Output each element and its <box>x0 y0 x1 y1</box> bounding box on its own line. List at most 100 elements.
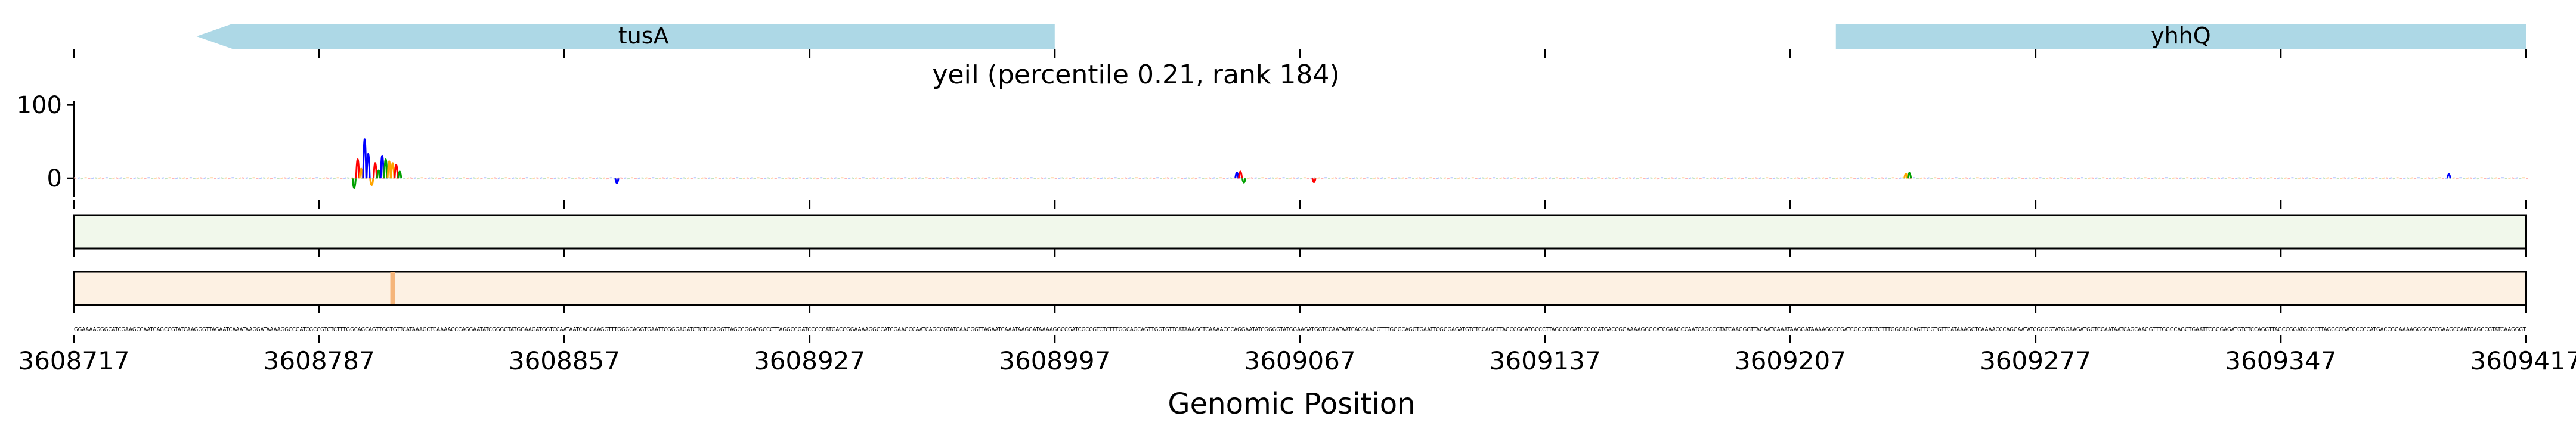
baseline-mark-8 <box>101 178 105 180</box>
baseline-mark-482 <box>1762 178 1765 180</box>
baseline-mark-530 <box>1930 178 1933 180</box>
baseline-mark-179 <box>701 177 704 180</box>
baseline-mark-290 <box>1089 178 1092 180</box>
baseline-mark-215 <box>826 177 830 180</box>
heat-track-1 <box>73 200 2527 257</box>
baseline-mark-305 <box>1142 177 1145 180</box>
baseline-mark-440 <box>1615 178 1618 180</box>
baseline-mark-26 <box>165 178 168 180</box>
baseline-mark-437 <box>1604 177 1608 180</box>
signal-peak-9 <box>383 158 388 179</box>
signal-peak-4 <box>366 153 371 179</box>
baseline-mark-506 <box>1846 178 1849 180</box>
baseline-mark-446 <box>1636 178 1639 180</box>
signal-peak-8 <box>379 155 385 179</box>
baseline-mark-602 <box>2182 178 2185 180</box>
baseline-mark-548 <box>1993 178 1996 180</box>
baseline-mark-473 <box>1730 177 1733 180</box>
baseline-mark-425 <box>1562 177 1566 180</box>
baseline-mark-71 <box>322 177 326 180</box>
baseline-mark-512 <box>1867 178 1870 180</box>
baseline-mark-596 <box>2161 178 2165 180</box>
chart-title: yeiI (percentile 0.21, rank 184) <box>933 60 1340 90</box>
baseline-mark-341 <box>1268 177 1271 180</box>
baseline-mark-365 <box>1352 177 1355 180</box>
baseline-mark-422 <box>1552 178 1555 180</box>
baseline-mark-590 <box>2140 178 2144 180</box>
baseline-mark-626 <box>2267 178 2270 180</box>
baseline-mark-569 <box>2067 177 2070 180</box>
baseline-mark-347 <box>1289 177 1292 180</box>
baseline-mark-296 <box>1110 178 1114 180</box>
baseline-mark-104 <box>438 178 441 180</box>
baseline-mark-527 <box>1919 177 1923 180</box>
signal-peak-18 <box>1311 178 1317 184</box>
baseline-mark-641 <box>2318 177 2322 180</box>
baseline-mark-680 <box>2456 178 2459 180</box>
baseline-mark-176 <box>690 178 693 180</box>
x-axis: GGAAAAGGGCATCGAAGCCAATCAGCCGTATCAAGGGTTA… <box>18 327 2576 375</box>
baseline-mark-509 <box>1856 177 1860 180</box>
baseline-mark-503 <box>1835 177 1839 180</box>
heat-track-2-box <box>73 271 2527 306</box>
baseline-mark-599 <box>2172 177 2175 180</box>
x-tick-label-2: 3608857 <box>509 346 620 375</box>
baseline-mark-647 <box>2340 177 2343 180</box>
baseline-mark-140 <box>564 178 567 180</box>
baseline-mark-59 <box>280 177 284 180</box>
baseline-mark-149 <box>595 177 599 180</box>
signal-peak-0 <box>351 178 357 189</box>
y-tick-label-0: 0 <box>47 165 62 192</box>
baseline-mark-227 <box>869 177 872 180</box>
baseline-mark-353 <box>1310 177 1314 180</box>
baseline-mark-5 <box>91 177 94 180</box>
baseline-mark-110 <box>459 178 462 180</box>
baseline-mark-377 <box>1394 177 1398 180</box>
heat-track-1-box <box>73 214 2527 250</box>
baseline-mark-632 <box>2287 178 2290 180</box>
signal-peak-16 <box>1238 170 1243 179</box>
signal-peak-20 <box>1906 172 1912 179</box>
x-tick-label-7: 3609207 <box>1735 346 1846 375</box>
baseline-mark-230 <box>879 178 883 180</box>
x-tick-label-5: 3609067 <box>1244 346 1355 375</box>
baseline-mark-218 <box>837 178 840 180</box>
baseline-mark-245 <box>931 177 935 180</box>
baseline-mark-392 <box>1447 178 1450 180</box>
x-axis-label: Genomic Position <box>1168 387 1415 421</box>
baseline-mark-308 <box>1153 178 1156 180</box>
baseline-mark-200 <box>774 178 778 180</box>
baseline-mark-539 <box>1961 177 1965 180</box>
baseline-mark-650 <box>2351 178 2354 180</box>
baseline-mark-533 <box>1940 177 1944 180</box>
baseline-mark-182 <box>711 178 714 180</box>
baseline-mark-689 <box>2487 177 2490 180</box>
baseline-mark-515 <box>1877 177 1881 180</box>
baseline-mark-557 <box>2024 177 2028 180</box>
baseline-mark-671 <box>2424 177 2428 180</box>
baseline-mark-173 <box>679 177 683 180</box>
baseline-mark-455 <box>1667 177 1671 180</box>
signal-peak-19 <box>1903 173 1909 179</box>
signal-peak-15 <box>1234 172 1240 179</box>
baseline-mark-332 <box>1237 178 1240 180</box>
signal-peak-11 <box>390 162 395 179</box>
baseline-mark-56 <box>270 178 273 180</box>
baseline-mark-302 <box>1131 178 1135 180</box>
baseline-mark-53 <box>259 177 262 180</box>
baseline-mark-323 <box>1205 177 1208 180</box>
baseline-mark-68 <box>312 178 315 180</box>
baseline-mark-542 <box>1972 178 1976 180</box>
baseline-mark-521 <box>1899 177 1902 180</box>
signal-peak-6 <box>373 162 378 179</box>
baseline-mark-350 <box>1299 178 1303 180</box>
baseline-mark-320 <box>1194 178 1198 180</box>
x-tick-label-9: 3609347 <box>2225 346 2336 375</box>
signal-peak-21 <box>2446 173 2451 179</box>
baseline-mark-452 <box>1657 178 1660 180</box>
baseline-mark-62 <box>290 178 294 180</box>
baseline-mark-299 <box>1120 177 1124 180</box>
baseline-mark-41 <box>217 177 221 180</box>
baseline-mark-335 <box>1247 177 1250 180</box>
